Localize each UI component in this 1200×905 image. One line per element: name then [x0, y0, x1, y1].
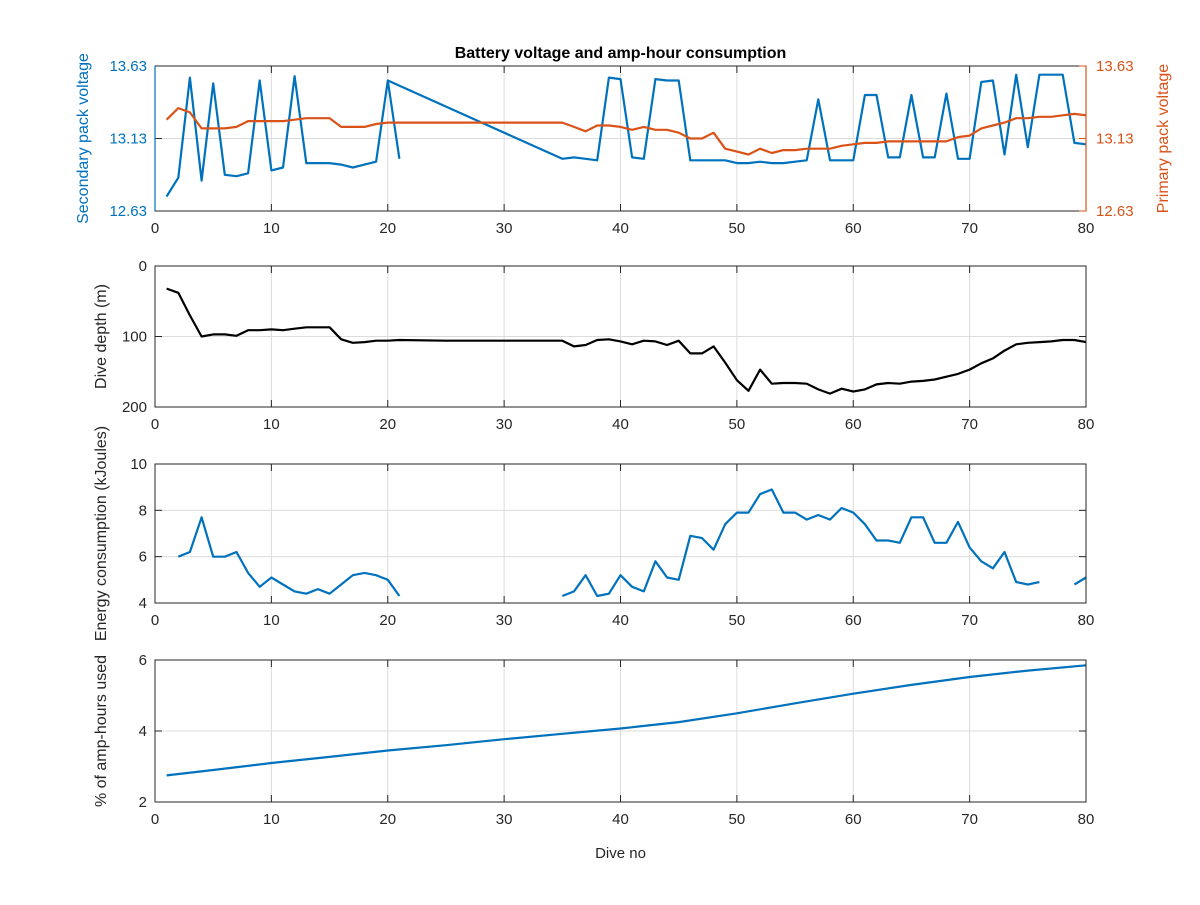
y-tick-label: 4: [139, 723, 147, 740]
x-tick-label: 40: [612, 811, 629, 828]
x-tick-label: 70: [961, 612, 978, 629]
y-tick-label: 13.63: [109, 58, 147, 75]
x-tick-label: 40: [612, 220, 629, 237]
x-tick-label: 30: [496, 220, 513, 237]
x-tick-label: 60: [845, 416, 862, 433]
x-tick-label: 20: [379, 811, 396, 828]
y-tick-label: 0: [139, 258, 147, 275]
chart-title: Battery voltage and amp-hour consumption: [455, 45, 787, 62]
x-tick-label: 80: [1078, 811, 1095, 828]
series-line-secondary: [387, 73, 1087, 165]
x-tick-label: 30: [496, 416, 513, 433]
subplot-3: 0 10 20 30 40 50 60 70 80 4 6 8 10 Energy consumption…: [93, 426, 1094, 641]
y-tick-label: 200: [122, 399, 147, 416]
x-tick-label: 20: [379, 220, 396, 237]
x-tick-label: 80: [1078, 416, 1095, 433]
y-tick-label: 4: [139, 595, 147, 612]
x-axis-label: Dive no: [595, 845, 646, 862]
x-tick-label: 40: [612, 416, 629, 433]
series-line-main: [166, 287, 1087, 395]
y-axis-label: % of amp-hours used: [93, 655, 110, 807]
y-tick-label: 8: [139, 502, 147, 519]
x-tick-label: 70: [961, 220, 978, 237]
series-line-main: [177, 516, 401, 597]
x-tick-label: 20: [379, 612, 396, 629]
x-tick-label: 20: [379, 416, 396, 433]
y2-tick-label: 13.63: [1096, 58, 1134, 75]
y-tick-label: 13.13: [109, 131, 147, 148]
y2-tick-label: 12.63: [1096, 203, 1134, 220]
x-tick-label: 60: [845, 811, 862, 828]
y-tick-label: 2: [139, 794, 147, 811]
x-tick-label: 0: [151, 220, 159, 237]
x-tick-label: 70: [961, 416, 978, 433]
y-axis-label: Dive depth (m): [93, 284, 110, 389]
x-tick-label: 40: [612, 612, 629, 629]
x-tick-label: 0: [151, 612, 159, 629]
series-line-primary: [165, 106, 1087, 156]
series-line-main: [166, 664, 1087, 777]
x-tick-label: 0: [151, 416, 159, 433]
x-tick-label: 80: [1078, 220, 1095, 237]
y-axis-label: Energy consumption (kJoules): [93, 426, 110, 641]
x-tick-label: 10: [263, 612, 280, 629]
series-line-secondary: [165, 75, 401, 198]
x-tick-label: 60: [845, 612, 862, 629]
x-tick-label: 10: [263, 416, 280, 433]
y-tick-label: 6: [139, 652, 147, 669]
y-tick-label: 12.63: [109, 203, 147, 220]
x-tick-label: 30: [496, 811, 513, 828]
y2-tick-label: 13.13: [1096, 131, 1134, 148]
series-line-main: [1073, 576, 1087, 586]
subplot-2: 0 10 20 30 40 50 60 70 80 0 100 200 Dive depth (m): [93, 258, 1094, 433]
x-tick-label: 30: [496, 612, 513, 629]
series-line-main: [561, 488, 1040, 598]
y-tick-label: 6: [139, 549, 147, 566]
x-tick-label: 0: [151, 811, 159, 828]
y-tick-label: 100: [122, 329, 147, 346]
x-tick-label: 60: [845, 220, 862, 237]
x-tick-label: 50: [729, 612, 746, 629]
x-tick-label: 70: [961, 811, 978, 828]
subplot-4: 0 10 20 30 40 50 60 70 80 2 4 6 % of amp-hours used: [93, 652, 1094, 828]
y-tick-label: 10: [130, 456, 147, 473]
x-tick-label: 50: [729, 416, 746, 433]
y2-axis-label: Primary pack voltage: [1155, 64, 1172, 213]
subplot-1: 0 10 20 30 40 50 60 70 8012.6313.1313.6312.6313.…: [75, 53, 1172, 237]
x-tick-label: 50: [729, 811, 746, 828]
x-tick-label: 10: [263, 811, 280, 828]
x-tick-label: 50: [729, 220, 746, 237]
x-tick-label: 80: [1078, 612, 1095, 629]
y-axis-label: Secondary pack voltage: [75, 53, 92, 224]
x-tick-label: 10: [263, 220, 280, 237]
